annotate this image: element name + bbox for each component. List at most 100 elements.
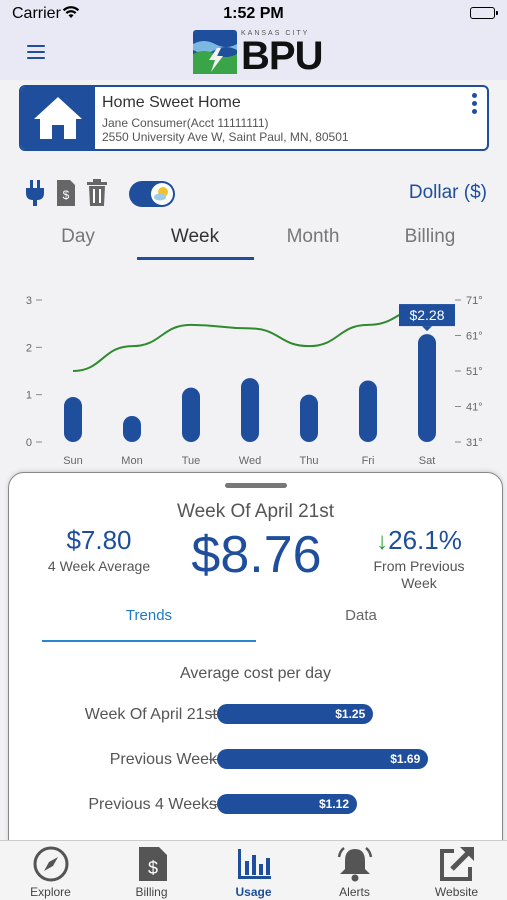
- value-callout: [399, 304, 455, 327]
- avg-cost-row-tick: [209, 804, 217, 805]
- tab-month[interactable]: Month: [286, 226, 340, 247]
- y2-tick-label: 51°: [466, 366, 483, 378]
- bpu-logo: KANSAS CITY BPU: [193, 28, 323, 78]
- bar-chart-icon: [238, 849, 271, 879]
- plug-icon[interactable]: [24, 178, 46, 213]
- weather-sun-icon: [151, 183, 173, 205]
- avg-cost-bar: $1.69: [217, 749, 429, 769]
- tab-trends[interactable]: Trends: [125, 607, 173, 624]
- y2-tick-label: 41°: [466, 402, 483, 414]
- change-percent: 26.1%: [388, 525, 462, 555]
- chart-bar: [241, 378, 259, 442]
- y2-tick-label: 31°: [466, 437, 483, 449]
- usage-toolbar: $ Dollar ($): [0, 178, 507, 210]
- nav-alerts[interactable]: Alerts: [304, 841, 405, 900]
- x-tick-label: Thu: [300, 455, 319, 467]
- avg-cost-bar-value: $1.25: [335, 707, 366, 721]
- week-cost-value: $8.76: [191, 526, 322, 584]
- nav-usage[interactable]: Usage: [203, 841, 304, 900]
- y2-tick-label: 61°: [466, 331, 483, 343]
- avg-cost-bar-value: $1.12: [318, 797, 349, 811]
- temperature-line: [72, 306, 428, 372]
- nav-billing[interactable]: $ Billing: [101, 841, 202, 900]
- carrier-label: Carrier: [12, 5, 61, 22]
- tab-data[interactable]: Data: [345, 607, 377, 624]
- usage-chart: 0 1 2 3 31° 41° 51° 61° 71° Sun Mon Tue Wed Thu Fri Sat…: [26, 295, 483, 467]
- nav-label-usage: Usage: [235, 885, 272, 899]
- avg-cost-row-label: Previous 4 Weeks: [88, 796, 217, 813]
- x-tick-label: Fri: [362, 455, 375, 467]
- unit-selector[interactable]: Dollar ($): [408, 182, 487, 203]
- home-icon-box: [21, 87, 95, 149]
- value-callout-label: $2.28: [409, 307, 444, 323]
- compass-icon: [33, 846, 69, 882]
- home-icon: [34, 97, 82, 139]
- bell-icon: [337, 847, 373, 882]
- nav-label-alerts: Alerts: [339, 885, 370, 899]
- drag-handle[interactable]: [225, 483, 287, 488]
- nav-explore[interactable]: Explore: [0, 841, 101, 900]
- avg-cost-bar: $1.12: [217, 794, 357, 814]
- period-tabs: Day Week Month Billing: [0, 222, 507, 262]
- bottom-nav: Explore $ Billing Usage Alerts Website: [0, 840, 507, 900]
- menu-icon[interactable]: [27, 45, 45, 59]
- x-tick-label: Wed: [239, 455, 261, 467]
- x-tick-label: Mon: [121, 455, 142, 467]
- account-address: 2550 University Ave W, Saint Paul, MN, 8…: [102, 130, 349, 144]
- four-week-average-value: $7.80: [66, 525, 132, 555]
- chart-bar: [359, 380, 377, 442]
- chart-bar: [182, 387, 200, 442]
- x-tick-label: Sat: [419, 455, 436, 467]
- avg-cost-bar: $1.25: [217, 704, 374, 724]
- y-tick-label: 2: [26, 342, 32, 354]
- nav-website[interactable]: Website: [406, 841, 507, 900]
- account-holder: Jane Consumer(Acct 11111111): [102, 116, 269, 130]
- y2-tick-label: 71°: [466, 295, 483, 307]
- svg-text:$: $: [63, 188, 70, 202]
- tab-billing[interactable]: Billing: [404, 226, 456, 247]
- avg-cost-row-tick: [209, 759, 217, 760]
- chart-bar: [300, 394, 318, 442]
- x-tick-label: Tue: [182, 455, 201, 467]
- status-bar: Carrier 1:52 PM: [0, 0, 507, 28]
- x-tick-label: Sun: [63, 455, 83, 467]
- avg-cost-row: Previous 4 Weeks $1.12: [9, 794, 504, 816]
- logo-kansas-city: KANSAS CITY: [241, 30, 310, 37]
- chart-bar: [64, 397, 82, 442]
- nav-label-website: Website: [434, 885, 479, 899]
- avg-cost-row-tick: [209, 714, 217, 715]
- clock: 1:52 PM: [223, 5, 284, 22]
- svg-text:$: $: [148, 858, 158, 878]
- y-tick-label: 3: [26, 295, 32, 307]
- more-options-icon[interactable]: [469, 93, 479, 117]
- battery-icon: [470, 7, 498, 19]
- change-value: ↓26.1%: [339, 525, 499, 556]
- four-week-average-label: 4 Week Average: [47, 558, 151, 574]
- avg-cost-row: Previous Week $1.69: [9, 749, 504, 771]
- y-tick-label: 1: [26, 390, 32, 402]
- nav-label-billing: Billing: [135, 885, 168, 899]
- trash-icon[interactable]: [86, 178, 108, 213]
- wifi-icon: [62, 5, 80, 24]
- avg-cost-row-label: Week Of April 21st: [84, 706, 217, 723]
- bill-icon[interactable]: $: [55, 178, 77, 213]
- change-label: From Previous Week: [339, 558, 499, 592]
- bill-icon: $: [139, 847, 167, 881]
- tab-day[interactable]: Day: [61, 226, 95, 247]
- weather-toggle[interactable]: [129, 181, 175, 207]
- account-card[interactable]: Home Sweet Home Jane Consumer(Acct 11111…: [19, 85, 489, 151]
- avg-cost-bar-value: $1.69: [390, 752, 421, 766]
- logo-emblem: [193, 30, 237, 74]
- app-header: KANSAS CITY BPU: [0, 28, 507, 80]
- avg-cost-row: Week Of April 21st $1.25: [9, 704, 504, 726]
- active-tab-indicator: [137, 257, 254, 260]
- logo-bpu: BPU: [241, 34, 323, 78]
- avg-cost-row-label: Previous Week: [109, 751, 217, 768]
- chart-bar: [418, 334, 436, 442]
- sub-tab-indicator: [42, 640, 256, 642]
- week-title: Week Of April 21st: [177, 501, 334, 522]
- tab-week[interactable]: Week: [170, 226, 220, 247]
- account-name: Home Sweet Home: [102, 94, 241, 111]
- change-label-line-2: Week: [401, 575, 437, 591]
- arrow-down-icon: ↓: [376, 528, 389, 555]
